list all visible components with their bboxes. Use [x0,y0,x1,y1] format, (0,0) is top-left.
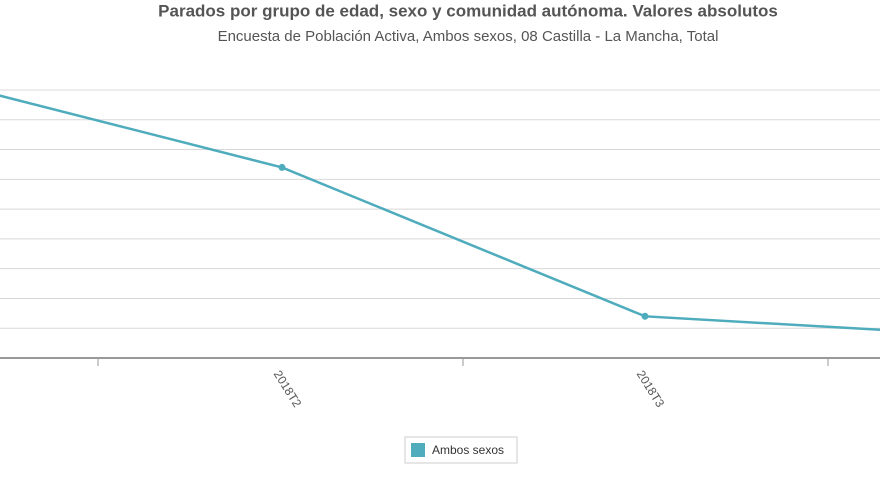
data-point [278,163,286,171]
legend-label: Ambos sexos [432,443,504,457]
x-tick-label: 2018T2 [271,368,305,410]
x-tick-label: 2018T3 [634,368,668,410]
legend: Ambos sexos [404,436,518,464]
data-point [641,312,649,320]
series-line [0,94,880,332]
chart-subtitle: Encuesta de Población Activa, Ambos sexo… [218,28,719,45]
legend-swatch [411,443,425,457]
chart-title: Parados por grupo de edad, sexo y comuni… [158,1,778,20]
